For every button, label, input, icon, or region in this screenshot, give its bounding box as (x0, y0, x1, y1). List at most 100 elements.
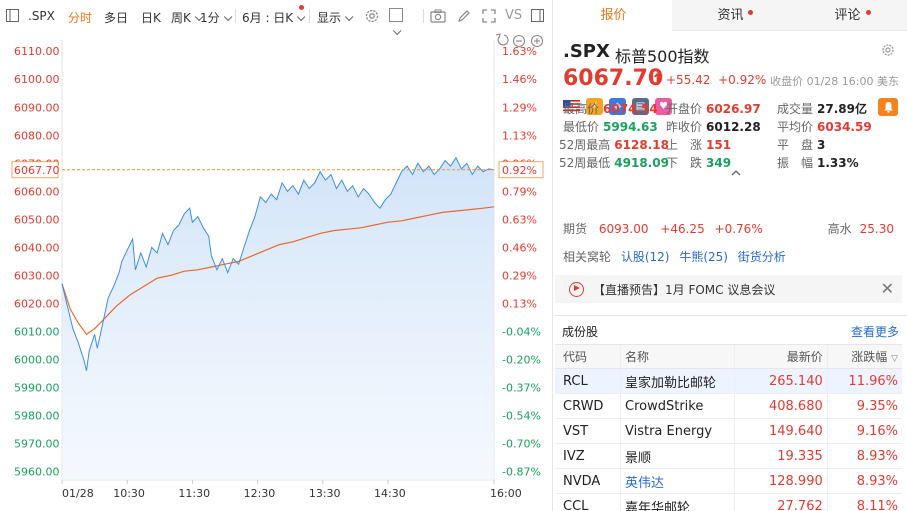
gear-icon[interactable] (881, 43, 895, 57)
undo-icon[interactable] (495, 33, 509, 46)
bell-icon[interactable] (878, 98, 898, 116)
table-header: 代码 名称 最新价 涨跌幅 ▽ (555, 344, 902, 369)
stock-code: IVZ (555, 443, 621, 469)
quote-symbol: .SPX (563, 41, 610, 62)
stock-price: 27.762 (733, 493, 828, 511)
pct-tick-label: -0.70% (502, 438, 541, 451)
quote-pane: 报价 资讯 评论 .SPX 标普500指数 6067.70 ↑ +55.42 +… (555, 0, 907, 511)
stat-52w-low: 52周最低 4918.09 (559, 156, 669, 170)
tab-daily-k[interactable]: 日K (141, 11, 161, 25)
tab-news[interactable]: 资讯 (672, 0, 789, 31)
tab-weekly-k[interactable]: 周K (171, 9, 200, 26)
intraday-chart[interactable]: 6110.006100.006090.006080.006070.006060.… (0, 32, 553, 511)
live-banner-text: 【直播预告】1月 FOMC 议息会议 (593, 282, 776, 297)
last-price: 6067.70 (563, 66, 664, 91)
stat-average: 平均价 6034.59 (777, 120, 872, 134)
pct-tick-label: 0.79% (502, 185, 537, 198)
futures-change: +46.25 (660, 222, 705, 236)
tag-icon[interactable]: ◈ (609, 98, 626, 115)
table-row[interactable]: CCL 嘉年华邮轮 27.762 8.11% (555, 493, 902, 511)
pct-tick-label: -0.20% (502, 353, 541, 366)
lightning-icon[interactable]: ⚡ (586, 98, 603, 115)
x-tick-label: 14:30 (374, 487, 406, 500)
stat-volume: 成交量 27.89亿 (777, 102, 867, 116)
sidebar-toggle-icon[interactable] (6, 9, 19, 22)
zoom-out-icon[interactable] (512, 34, 526, 48)
table-row[interactable]: CRWD CrowdStrike 408.680 9.35% (555, 393, 902, 419)
stock-name: 英伟达 (620, 468, 735, 494)
price-area (62, 157, 494, 480)
table-row[interactable]: VST Vistra Energy 149.640 9.16% (555, 418, 902, 444)
pct-tick-label: -0.87% (502, 466, 541, 479)
futures-label: 期货 (563, 222, 588, 236)
stat-52w-high: 52周最高 6128.18 (559, 138, 669, 152)
bookmark-icon[interactable]: ▤ (632, 98, 649, 115)
right-tabs: 报价 资讯 评论 (555, 0, 907, 32)
tab-intraday[interactable]: 分时 (68, 11, 93, 25)
stat-prev-close: 昨收价 6012.28 (666, 120, 761, 134)
y-tick-label: 6020.00 (14, 297, 60, 310)
pct-tick-label: 1.46% (502, 73, 537, 86)
table-row[interactable]: RCL 皇家加勒比邮轮 265.140 11.96% (555, 368, 902, 394)
x-tick-label: 11:30 (178, 487, 210, 500)
badges: ⚡ ◈ ▤ ♥ (563, 98, 672, 115)
stat-open: 开盘价 6026.97 (666, 102, 761, 116)
col-code[interactable]: 代码 (555, 344, 621, 369)
symbol-label: .SPX (28, 9, 55, 23)
stat-amplitude: 振 幅 1.33% (777, 156, 859, 170)
col-change-pct[interactable]: 涨跌幅 ▽ (826, 344, 902, 369)
table-row[interactable]: NVDA 英伟达 128.990 8.93% (555, 468, 902, 494)
link-street-analysis[interactable]: 街货分析 (737, 250, 786, 264)
stat-high: 最高价 6074.54 (563, 102, 658, 116)
interval-select[interactable]: 1分 (200, 9, 229, 26)
close-icon[interactable]: ✕ (880, 279, 894, 298)
col-price[interactable]: 最新价 (733, 344, 828, 369)
up-arrow-icon: ↑ (651, 70, 665, 89)
y-tick-label: 5990.00 (14, 382, 60, 395)
comments-dot (866, 10, 871, 15)
current-pct-box (498, 161, 544, 179)
indicator-checkbox[interactable] (389, 8, 415, 24)
compare-vs-button[interactable]: VS (505, 8, 523, 23)
stock-code: NVDA (555, 468, 621, 494)
link-cbbc[interactable]: 牛熊(25) (679, 250, 728, 264)
stock-change-pct: 8.11% (826, 493, 902, 511)
draw-pencil-icon[interactable] (456, 8, 472, 24)
tab-comments[interactable]: 评论 (789, 0, 906, 31)
y-tick-label: 6000.00 (14, 353, 60, 366)
tab-quote[interactable]: 报价 (555, 0, 672, 32)
news-dot (748, 10, 753, 15)
stock-code: CCL (555, 493, 621, 511)
view-more-link[interactable]: 查看更多 (850, 325, 899, 339)
y-tick-label: 6040.00 (14, 241, 60, 254)
display-select[interactable]: 显示 (317, 9, 350, 26)
stock-price: 265.140 (733, 368, 828, 394)
live-banner[interactable]: 【直播预告】1月 FOMC 议息会议 ✕ (555, 275, 902, 303)
futures-premium: 高水 25.30 (827, 222, 894, 236)
col-name[interactable]: 名称 (620, 344, 735, 369)
stock-name: 景顺 (620, 443, 735, 469)
divider (309, 9, 310, 23)
range-select[interactable]: 6月 : 日K (242, 9, 302, 26)
stock-price: 408.680 (733, 393, 828, 419)
sort-chevron-icon: ▽ (891, 354, 898, 364)
panel-toggle-icon[interactable] (531, 9, 544, 22)
stock-change-pct: 11.96% (826, 368, 902, 394)
expand-chevron-icon[interactable] (731, 166, 741, 176)
settings-icon[interactable] (364, 8, 380, 24)
stat-advancers: 上 涨 151 (666, 138, 732, 152)
y-tick-label: 6090.00 (14, 101, 60, 114)
zoom-in-icon[interactable] (530, 34, 544, 48)
pct-tick-label: -0.37% (502, 382, 541, 395)
tab-multi-day[interactable]: 多日 (104, 11, 129, 25)
heart-icon[interactable]: ♥ (655, 98, 672, 115)
pct-tick-label: 0.63% (502, 213, 537, 226)
price-change: +55.42 +0.92% (666, 73, 767, 87)
pct-tick-label: 0.29% (502, 269, 537, 282)
warrant-links: 相关窝轮 认股(12) 牛熊(25) 街货分析 (563, 248, 786, 265)
link-call-warrants[interactable]: 认股(12) (620, 250, 670, 264)
camera-icon[interactable] (430, 8, 446, 24)
fullscreen-icon[interactable] (481, 8, 497, 24)
table-row[interactable]: IVZ 景顺 19.335 8.93% (555, 443, 902, 469)
